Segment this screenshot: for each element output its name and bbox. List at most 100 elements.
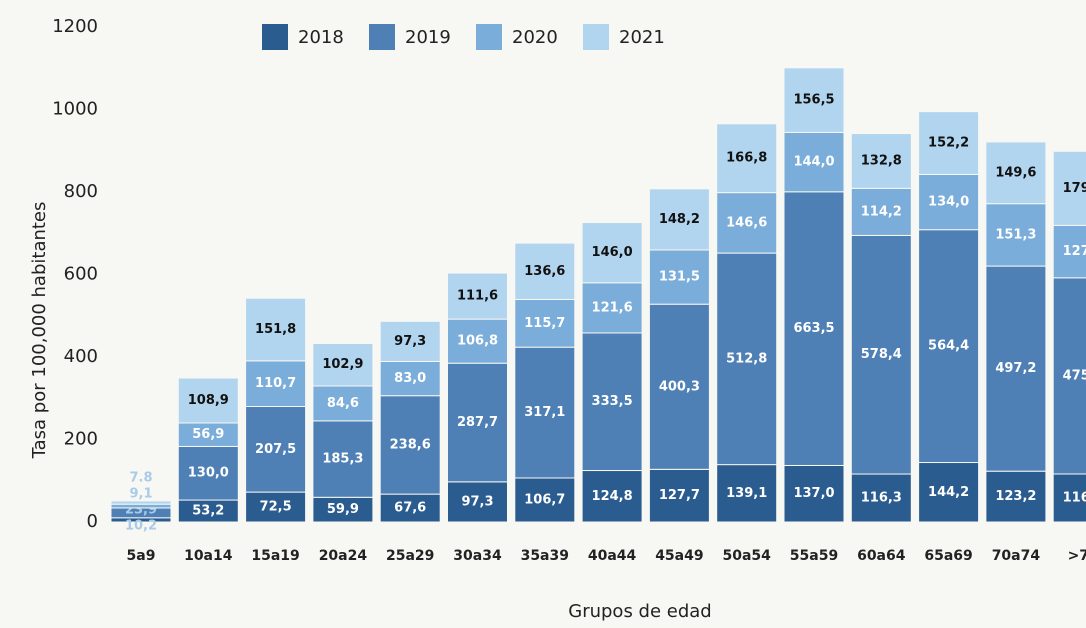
legend-swatch [476,24,502,50]
value-label: 108,9 [188,393,229,408]
bar-segment [1052,277,1086,475]
bar-segment [918,111,980,175]
value-label: 53,2 [192,504,224,519]
y-tick-label: 800 [64,181,98,202]
bar-segment [245,297,307,362]
value-label: 124,8 [592,489,633,504]
x-tick-label: 35a39 [521,548,569,564]
x-tick-label: 30a34 [453,548,502,564]
x-tick-label: 15a19 [251,548,299,564]
bar-segment [783,464,845,523]
legend-swatch [262,24,288,50]
bar-segment [379,395,441,495]
value-label: 512,8 [726,351,767,366]
x-tick-label: 20a24 [319,548,368,564]
bar-segment [447,481,508,523]
legend-label: 2018 [298,27,344,48]
x-axis-label: Grupos de edad [568,601,711,622]
value-label: 10,2 [125,519,157,534]
value-label: 317,1 [524,405,565,420]
value-label: 127,7 [659,488,700,503]
bar-segment [581,222,643,284]
bar-segment [514,346,576,479]
value-label: 136,6 [524,264,565,279]
x-tick-label: 55a59 [790,548,838,564]
bar-segment [245,360,307,407]
legend-label: 2021 [619,27,665,48]
value-label: 166,8 [726,151,767,166]
value-label: 137,0 [793,486,834,501]
x-tick-label: >75 [1068,548,1086,564]
value-label: 146,6 [726,215,767,230]
value-label: 83,0 [394,371,426,386]
x-tick-label: 50a54 [722,548,771,564]
bar-segment [312,385,374,422]
value-label: 148,2 [659,212,700,227]
bar-segment [716,123,778,194]
bar-segment [648,249,710,305]
value-label: 111,6 [457,289,498,304]
value-label: 663,5 [793,321,834,336]
value-label: 9,1 [129,487,152,502]
value-label: 97,3 [394,334,426,349]
value-label: 110,7 [255,376,296,391]
bar-segment [245,491,307,523]
y-tick-label: 400 [64,346,98,367]
value-label: 116,3 [861,491,902,506]
bar-segment [918,462,980,523]
bar-segment [648,468,710,523]
x-tick-label: 40a44 [588,548,637,564]
value-label: 151,3 [995,227,1036,242]
bar-segment [985,265,1047,472]
value-label: 116,4 [1063,490,1086,505]
bar-segment [312,496,374,523]
bar-segment [985,470,1047,523]
y-tick-label: 600 [64,264,98,285]
value-label: 56,9 [192,427,224,442]
value-label: 106,7 [524,492,565,507]
value-label: 114,2 [861,204,902,219]
value-label: 139,1 [726,486,767,501]
bar-segment [447,362,508,483]
legend-swatch [583,24,609,50]
bar-segment [918,173,980,231]
y-tick-label: 0 [87,511,98,532]
y-axis-label: Tasa por 100,000 habitantes [29,202,50,460]
value-label: 578,4 [861,347,902,362]
value-label: 287,7 [457,415,498,430]
bar-segment [648,303,710,470]
value-label: 131,5 [659,270,700,285]
bar-segment [648,188,710,251]
x-tick-label: 10a14 [184,548,233,564]
value-label: 97,3 [461,494,493,509]
bar-segment [850,133,912,189]
bar-segment [379,360,441,397]
value-label: 238,6 [390,437,431,452]
bar-segment [918,229,980,464]
x-tick-label: 65a69 [924,548,972,564]
value-label: 149,6 [995,165,1036,180]
bar-segment [850,234,912,475]
bar-segment [581,470,643,523]
bar-segment [110,503,172,509]
bar-segment [716,252,778,466]
value-label: 102,9 [322,357,363,372]
value-label: 130,0 [188,466,229,481]
bar-segment [850,187,912,236]
value-label: 121,6 [592,300,633,315]
value-label: 146,0 [592,245,633,260]
value-label: 144,0 [793,155,834,170]
value-label: 67,6 [394,501,426,516]
bar-segment [783,131,845,193]
bar-segment [783,67,845,133]
value-label: 564,4 [928,339,969,354]
bar-segment [177,377,239,424]
value-label: 400,3 [659,379,700,394]
value-label: 106,8 [457,334,498,349]
value-label: 144,2 [928,485,969,500]
bar-segment [245,406,307,493]
value-label: 123,2 [995,489,1036,504]
bar-segment [850,473,912,523]
value-label: 207,5 [255,442,296,457]
bar-segment [581,332,643,472]
